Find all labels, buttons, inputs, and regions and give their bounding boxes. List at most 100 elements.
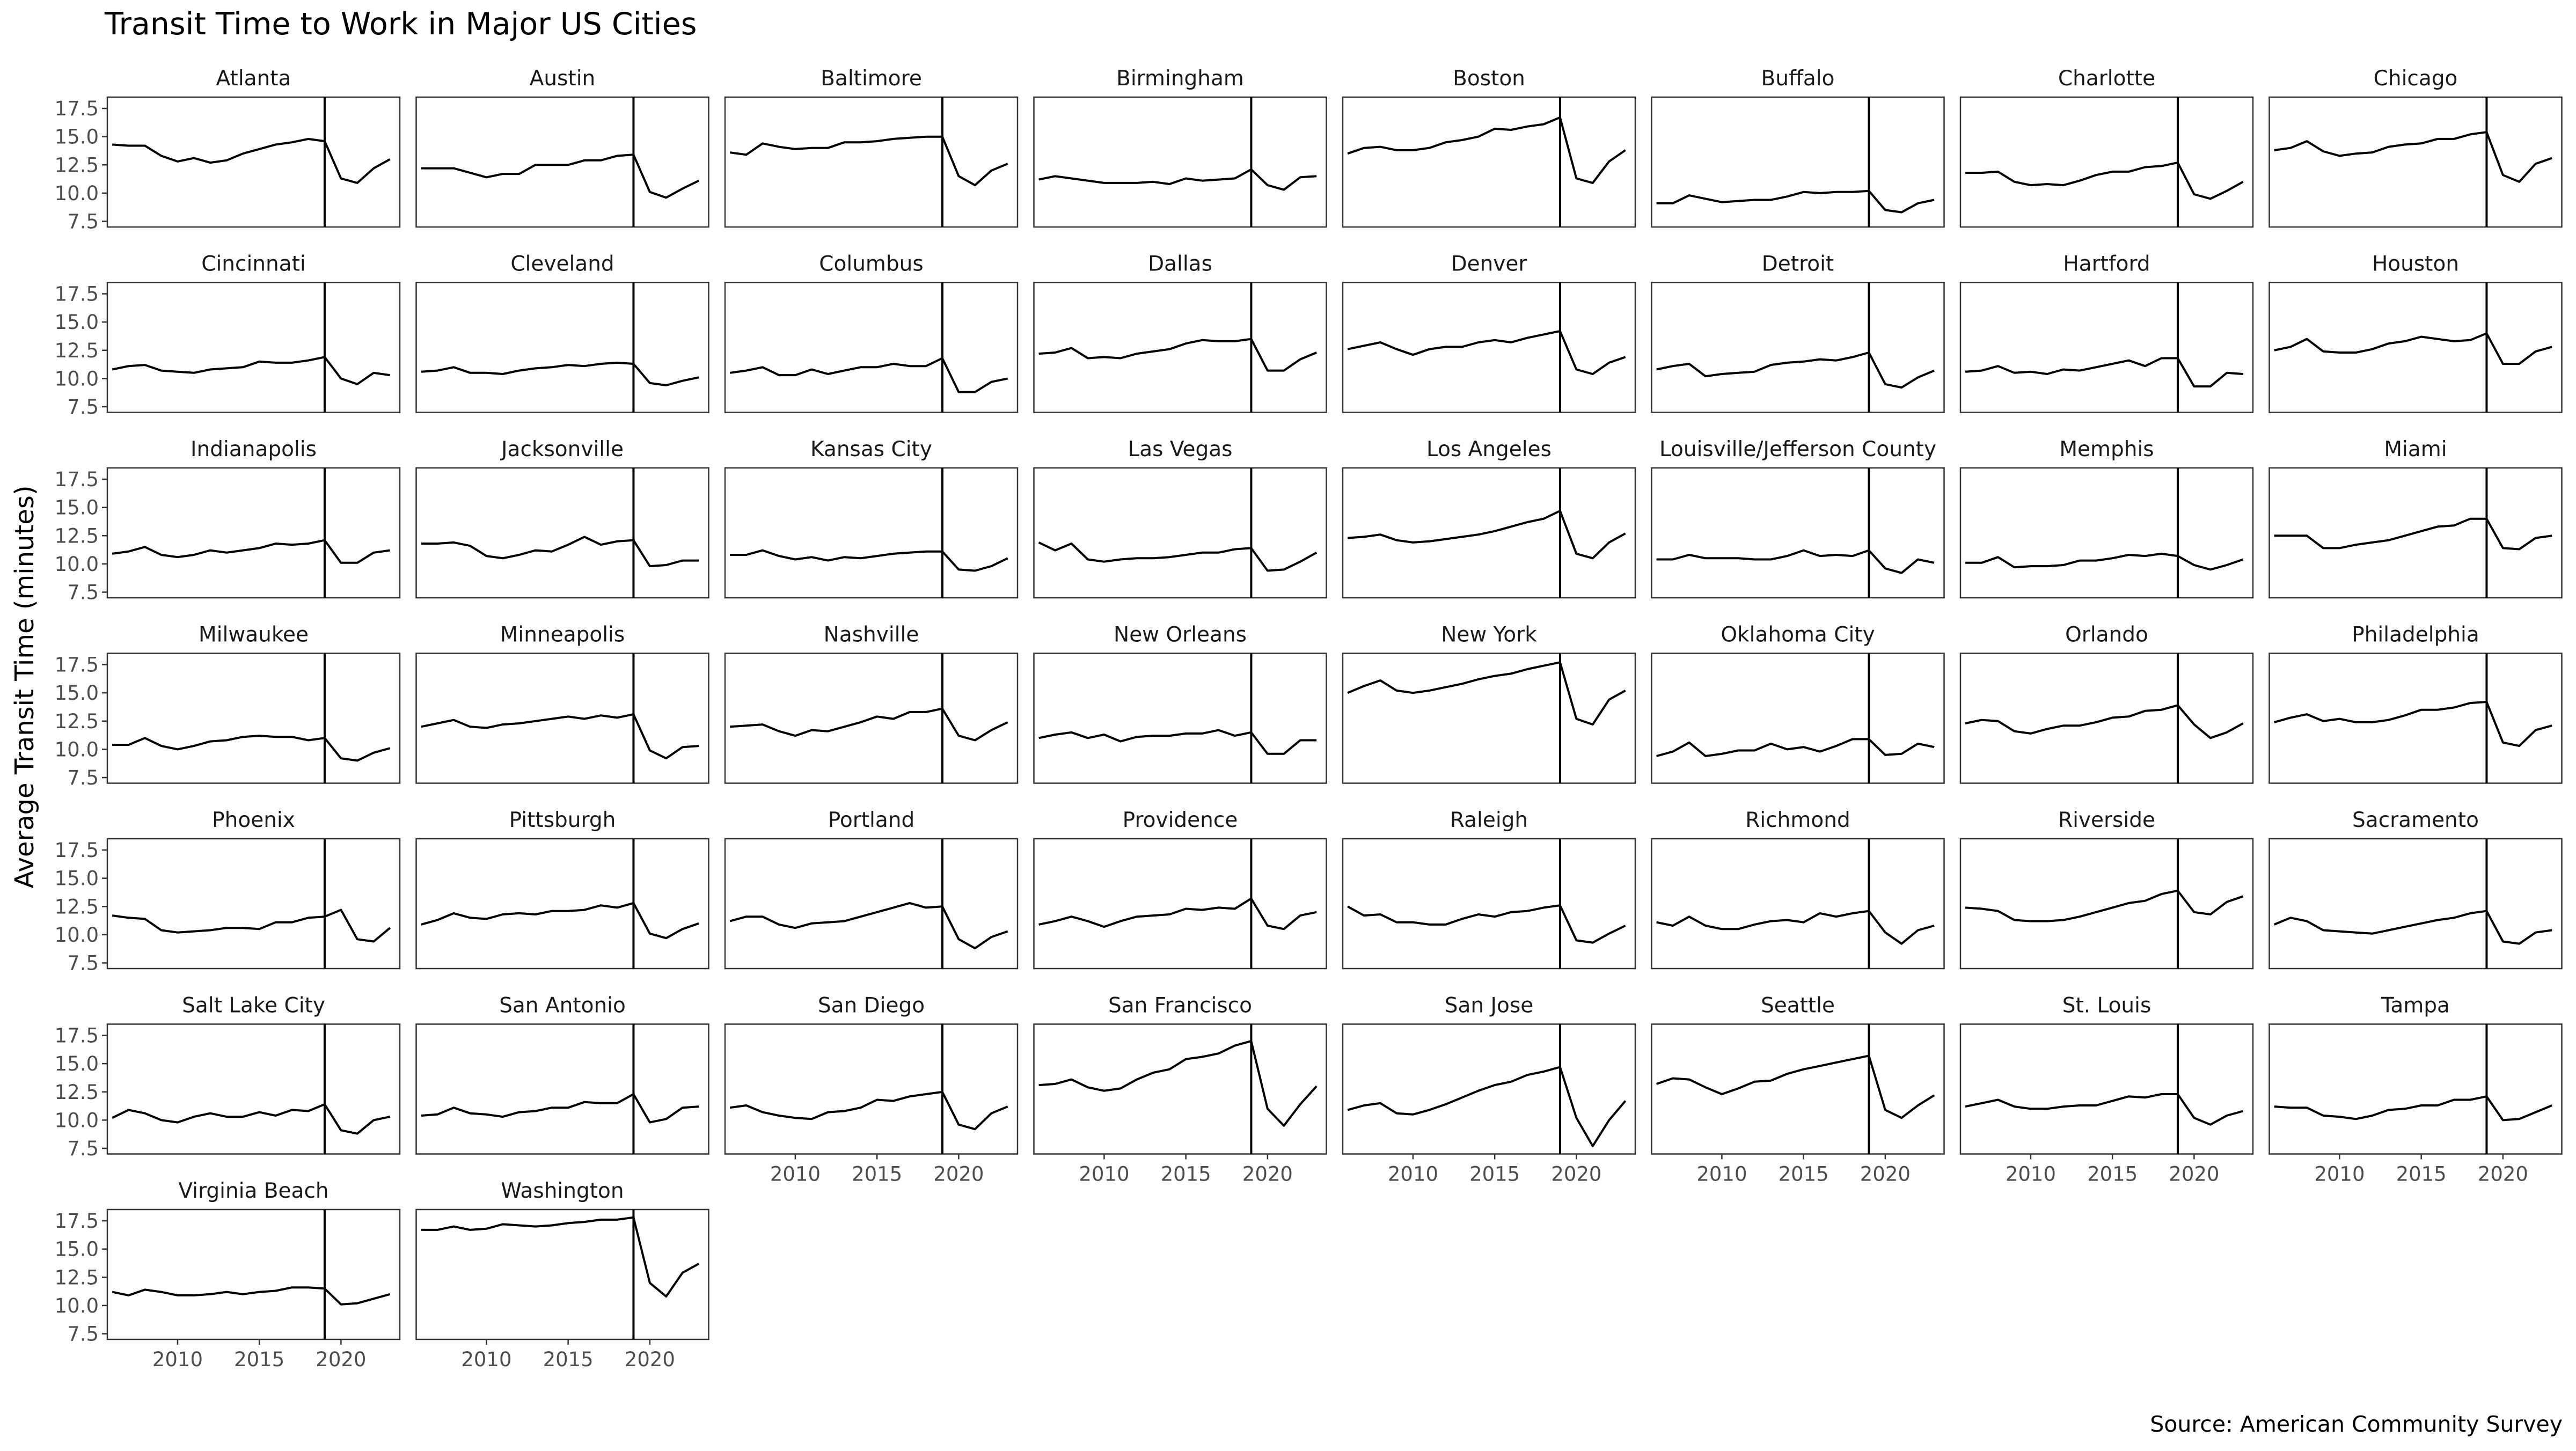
y-tick-label: 7.5 xyxy=(67,1322,99,1345)
panel-border-riverside xyxy=(1959,838,2254,970)
facet-label-richmond: Richmond xyxy=(1745,808,1850,832)
panel-border-houston xyxy=(2268,282,2563,413)
panel-border-columbus xyxy=(724,282,1019,413)
facet-label-raleigh: Raleigh xyxy=(1450,808,1528,832)
panel-border-virginia-beach xyxy=(106,1208,401,1340)
y-tick-label: 12.5 xyxy=(55,339,99,362)
y-tick-label: 15.0 xyxy=(55,681,99,705)
panel-border-portland xyxy=(724,838,1019,970)
panel-border-kansas-city xyxy=(724,467,1019,599)
series-line-hartford xyxy=(1965,357,2243,388)
panel-border-denver xyxy=(1342,282,1636,413)
series-line-atlanta xyxy=(112,137,391,184)
x-tick-label: 2010 xyxy=(1388,1163,1438,1186)
series-line-baltimore xyxy=(729,135,1008,187)
x-tick-label: 2020 xyxy=(1242,1163,1293,1186)
facet-label-miami: Miami xyxy=(2384,437,2447,461)
panel-border-louisville-jefferson-county xyxy=(1651,467,1945,599)
panel-border-cleveland xyxy=(415,282,709,413)
y-tick-label: 17.5 xyxy=(55,654,99,677)
panel-border-hartford xyxy=(1959,282,2254,413)
facet-label-memphis: Memphis xyxy=(2059,437,2154,461)
y-tick-label: 12.5 xyxy=(55,710,99,733)
series-line-indianapolis xyxy=(112,539,390,564)
series-line-detroit xyxy=(1656,351,1935,389)
series-line-sacramento xyxy=(2273,910,2552,945)
series-line-los-angeles xyxy=(1347,510,1626,560)
panel-border-san-diego xyxy=(724,1023,1019,1155)
y-tick-label: 15.0 xyxy=(55,311,99,334)
facet-label-birmingham: Birmingham xyxy=(1116,67,1244,91)
facet-label-milwaukee: Milwaukee xyxy=(199,623,309,647)
facet-label-san-jose: San Jose xyxy=(1445,994,1533,1018)
y-tick-label: 17.5 xyxy=(55,468,99,491)
y-tick-label: 10.0 xyxy=(55,1294,99,1317)
series-line-buffalo xyxy=(1656,189,1935,214)
series-line-louisville-jefferson-county xyxy=(1656,549,1935,574)
facet-label-providence: Providence xyxy=(1123,808,1238,832)
series-line-san-francisco xyxy=(1038,1040,1318,1127)
y-tick-label: 10.0 xyxy=(55,924,99,947)
facet-label-virginia-beach: Virginia Beach xyxy=(178,1179,328,1203)
facet-label-minneapolis: Minneapolis xyxy=(500,623,625,647)
series-line-memphis xyxy=(1965,552,2244,571)
x-tick-label: 2020 xyxy=(2169,1163,2219,1186)
facet-label-new-orleans: New Orleans xyxy=(1114,623,1247,647)
series-line-cleveland xyxy=(421,361,699,386)
series-line-riverside xyxy=(1965,889,2244,922)
y-tick-label: 7.5 xyxy=(67,210,99,233)
x-tick-label: 2010 xyxy=(2314,1163,2365,1186)
series-line-jacksonville xyxy=(421,536,699,568)
series-line-orlando xyxy=(1965,704,2244,739)
panel-border-dallas xyxy=(1033,282,1327,413)
y-tick-label: 10.0 xyxy=(55,367,99,390)
series-line-charlotte xyxy=(1965,162,2244,200)
facet-label-houston: Houston xyxy=(2372,252,2459,276)
y-tick-label: 7.5 xyxy=(67,1137,99,1160)
series-line-las-vegas xyxy=(1038,541,1318,572)
facet-label-san-antonio: San Antonio xyxy=(499,994,626,1018)
y-tick-label: 7.5 xyxy=(67,951,99,974)
y-tick-label: 10.0 xyxy=(55,738,99,761)
x-tick-label: 2015 xyxy=(1779,1163,1829,1186)
facet-label-las-vegas: Las Vegas xyxy=(1128,437,1233,461)
y-tick-label: 17.5 xyxy=(55,97,99,120)
x-tick-label: 2010 xyxy=(1079,1163,1129,1186)
y-tick-label: 15.0 xyxy=(55,126,99,149)
facet-label-new-york: New York xyxy=(1441,623,1537,647)
panel-border-birmingham xyxy=(1033,96,1327,228)
facet-label-san-francisco: San Francisco xyxy=(1108,994,1252,1018)
series-line-austin xyxy=(421,153,700,199)
panel-border-san-antonio xyxy=(415,1023,709,1155)
facet-label-tampa: Tampa xyxy=(2381,994,2450,1018)
x-tick-label: 2020 xyxy=(1860,1163,1911,1186)
facet-label-nashville: Nashville xyxy=(824,623,919,647)
y-tick-label: 12.5 xyxy=(55,895,99,918)
series-line-dallas xyxy=(1038,338,1317,372)
panel-border-milwaukee xyxy=(106,653,401,784)
panel-border-atlanta xyxy=(106,96,401,228)
panel-border-las-vegas xyxy=(1033,467,1327,599)
panel-border-pittsburgh xyxy=(415,838,709,970)
x-tick-label: 2010 xyxy=(461,1348,511,1371)
series-line-richmond xyxy=(1656,910,1935,945)
x-tick-label: 2015 xyxy=(2087,1163,2138,1186)
facet-label-hartford: Hartford xyxy=(2063,252,2150,276)
x-tick-label: 2015 xyxy=(2396,1163,2447,1186)
x-tick-label: 2015 xyxy=(1469,1163,1520,1186)
y-tick-label: 15.0 xyxy=(55,1238,99,1261)
series-line-columbus xyxy=(729,357,1008,393)
series-line-seattle xyxy=(1656,1054,1935,1119)
panel-border-tampa xyxy=(2268,1023,2563,1155)
facet-label-phoenix: Phoenix xyxy=(212,808,295,832)
x-tick-label: 2020 xyxy=(933,1163,984,1186)
y-tick-label: 15.0 xyxy=(55,496,99,519)
x-tick-label: 2015 xyxy=(234,1348,284,1371)
panel-border-san-francisco xyxy=(1033,1023,1327,1155)
series-line-raleigh xyxy=(1347,904,1626,944)
facet-label-philadelphia: Philadelphia xyxy=(2352,623,2479,647)
y-tick-label: 7.5 xyxy=(67,395,99,419)
panel-border-indianapolis xyxy=(106,467,401,599)
facet-label-baltimore: Baltimore xyxy=(821,67,922,91)
x-tick-label: 2015 xyxy=(852,1163,902,1186)
